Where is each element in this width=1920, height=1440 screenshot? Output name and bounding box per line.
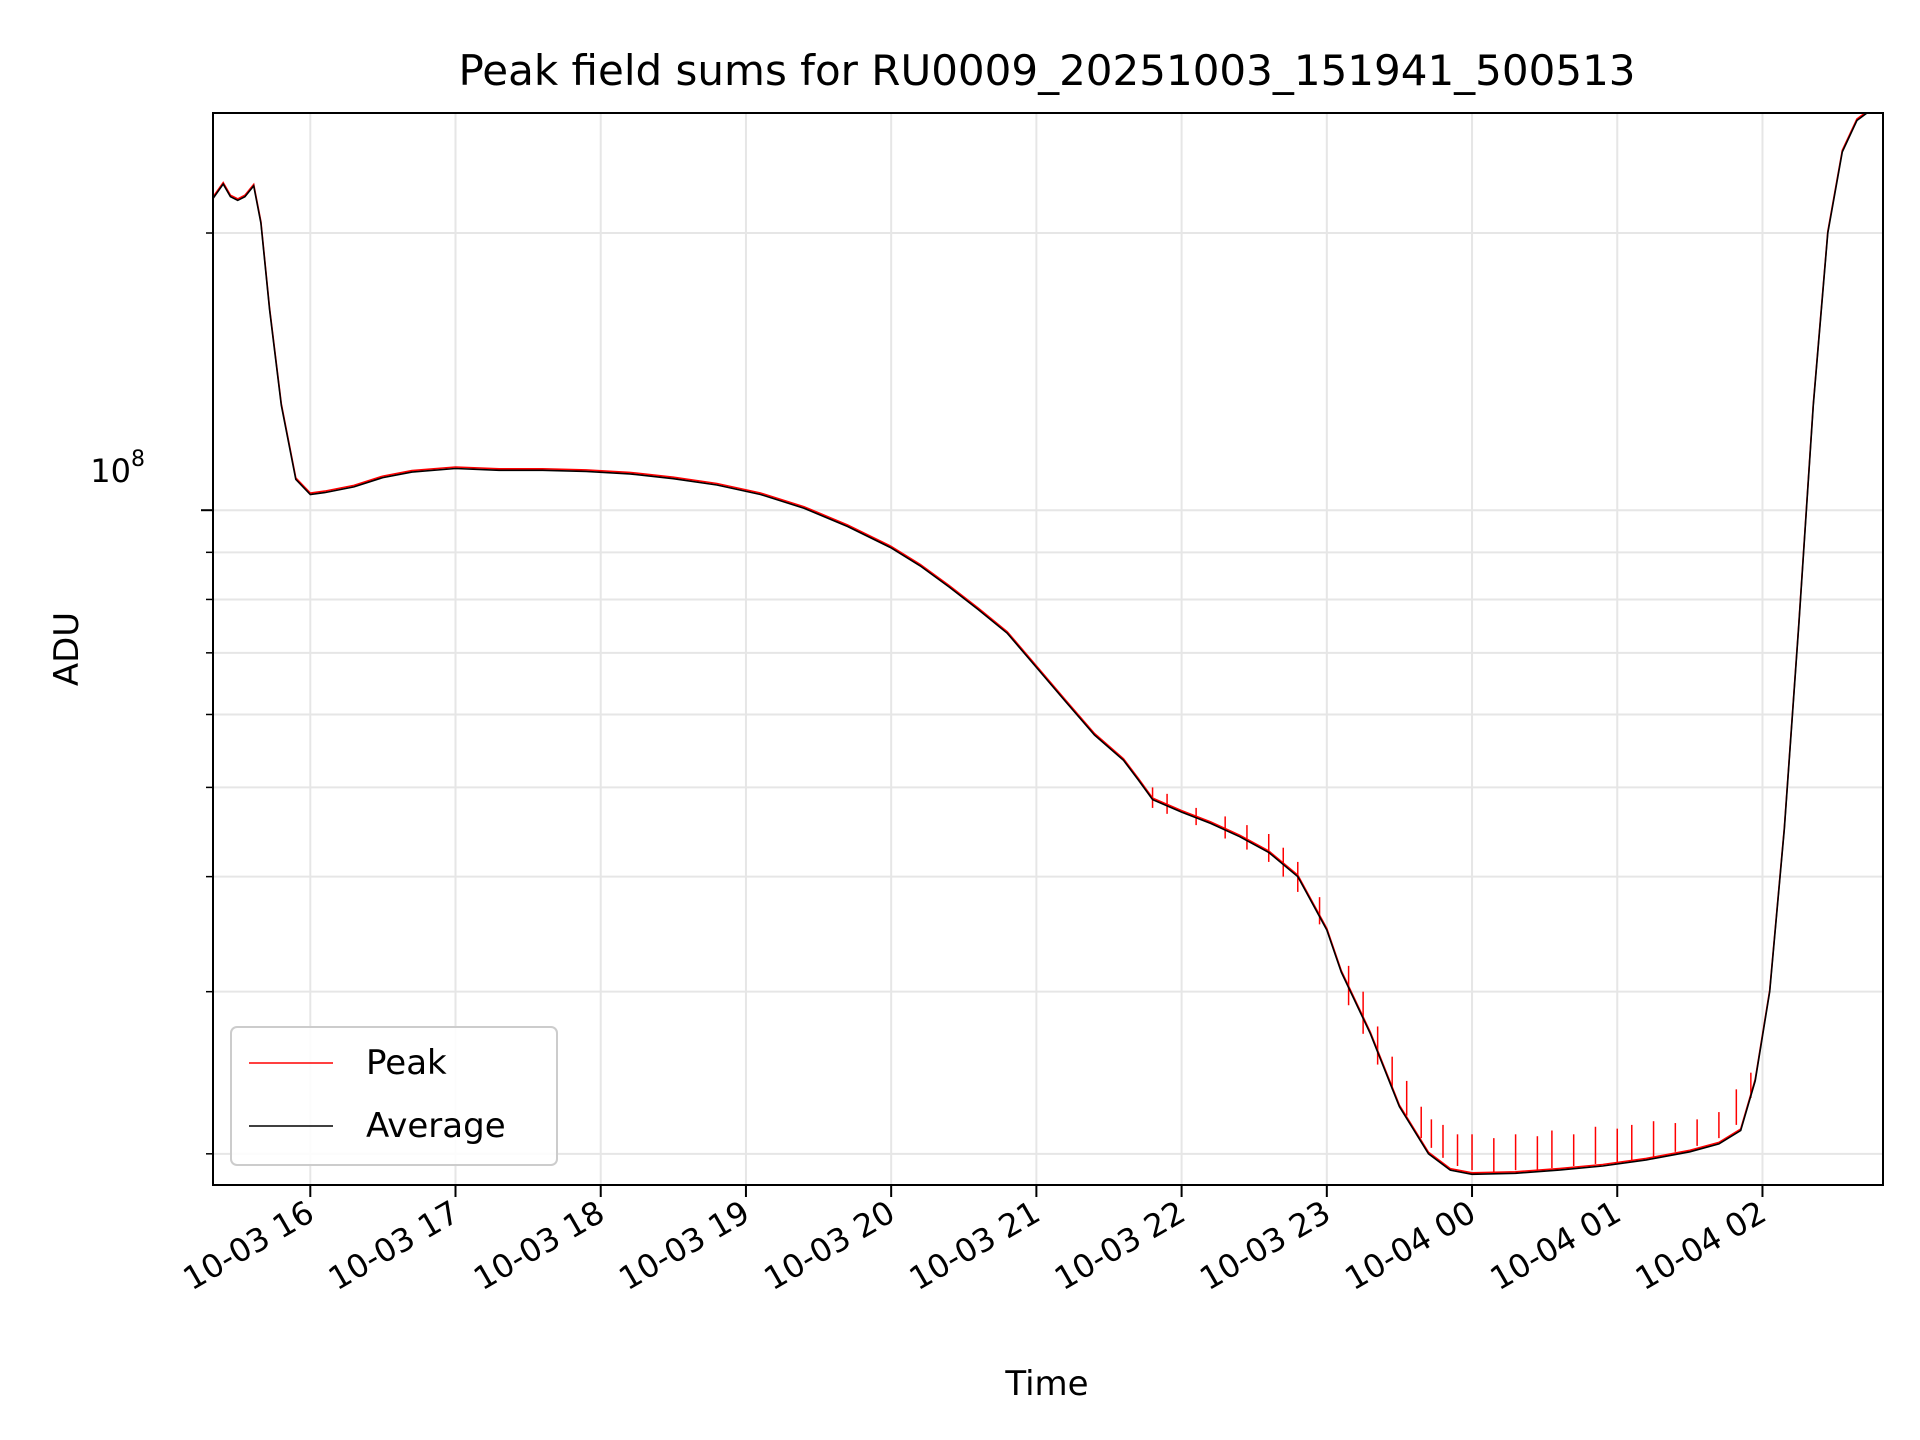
y-tick-exponent: 8 — [131, 447, 145, 472]
legend-label-peak: Peak — [366, 1043, 447, 1083]
chart-title: Peak field sums for RU0009_20251003_1519… — [458, 46, 1635, 95]
y-axis-label: ADU — [47, 612, 87, 686]
series-layer — [213, 113, 1868, 1176]
legend-box — [230, 1026, 558, 1166]
series-line-peak — [213, 113, 1867, 1174]
series-line-average — [213, 113, 1868, 1176]
plot-frame — [212, 112, 1884, 1186]
y-tick-label-1e8: 108 — [90, 447, 145, 490]
legend-label-average: Average — [366, 1106, 506, 1146]
y-axis-ticks — [201, 232, 213, 1155]
y-tick-base: 10 — [90, 452, 131, 490]
legend: Peak Average — [230, 1026, 558, 1166]
grid-lines — [213, 113, 1883, 1185]
x-axis-label: Time — [1004, 1364, 1088, 1404]
plot-area — [212, 112, 1884, 1186]
